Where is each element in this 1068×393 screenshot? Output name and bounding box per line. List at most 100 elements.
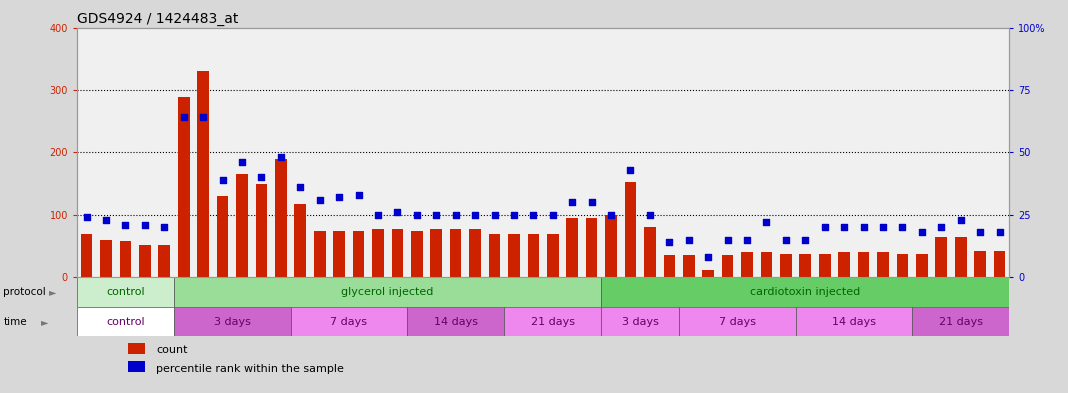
Point <box>331 194 348 200</box>
Bar <box>100 240 112 277</box>
Bar <box>796 307 912 336</box>
Point <box>408 212 425 218</box>
Point <box>680 237 697 243</box>
Bar <box>703 270 714 277</box>
Bar <box>295 204 307 277</box>
Point <box>486 212 503 218</box>
Point <box>253 174 270 180</box>
Text: percentile rank within the sample: percentile rank within the sample <box>156 364 344 374</box>
Bar <box>236 174 248 277</box>
Bar <box>489 233 500 277</box>
Bar <box>679 307 796 336</box>
Bar <box>606 215 617 277</box>
Text: ►: ► <box>41 317 48 327</box>
Bar <box>780 253 791 277</box>
Point <box>797 237 814 243</box>
Point <box>370 212 387 218</box>
Bar <box>644 228 656 277</box>
Bar <box>255 184 267 277</box>
Text: 7 days: 7 days <box>719 317 756 327</box>
Bar <box>77 277 174 307</box>
Point <box>758 219 775 226</box>
Bar <box>314 231 326 277</box>
Point <box>175 114 192 121</box>
Bar <box>936 237 947 277</box>
Bar <box>174 277 601 307</box>
Point <box>913 229 930 235</box>
Bar <box>838 252 850 277</box>
Bar <box>128 361 145 373</box>
Point <box>156 224 173 231</box>
Bar <box>290 307 407 336</box>
Point <box>78 214 95 220</box>
Point <box>835 224 852 231</box>
Text: ►: ► <box>49 287 57 297</box>
Bar <box>198 71 209 277</box>
Bar <box>508 233 520 277</box>
Point <box>505 212 522 218</box>
Text: 14 days: 14 days <box>832 317 876 327</box>
Bar <box>916 253 928 277</box>
Text: cardiotoxin injected: cardiotoxin injected <box>750 287 861 297</box>
Bar <box>372 229 383 277</box>
Point <box>292 184 309 191</box>
Bar <box>174 307 290 336</box>
Point <box>137 222 154 228</box>
Bar <box>547 233 559 277</box>
Bar <box>120 241 131 277</box>
Bar <box>158 245 170 277</box>
Point <box>311 197 328 203</box>
Bar <box>682 255 694 277</box>
Bar <box>663 255 675 277</box>
Point <box>545 212 562 218</box>
Point <box>894 224 911 231</box>
Text: GDS4924 / 1424483_at: GDS4924 / 1424483_at <box>77 13 238 26</box>
Point <box>738 237 755 243</box>
Point <box>991 229 1008 235</box>
Text: 3 days: 3 days <box>622 317 659 327</box>
Bar <box>601 307 679 336</box>
Bar <box>858 252 869 277</box>
Bar <box>586 218 597 277</box>
Bar <box>81 233 93 277</box>
Point <box>816 224 833 231</box>
Text: time: time <box>3 317 27 327</box>
Point <box>972 229 989 235</box>
Point <box>467 212 484 218</box>
Bar <box>566 218 578 277</box>
Point <box>719 237 736 243</box>
Text: 3 days: 3 days <box>214 317 251 327</box>
Bar <box>760 252 772 277</box>
Bar <box>877 252 889 277</box>
Point <box>875 224 892 231</box>
Point <box>447 212 465 218</box>
Point <box>642 212 659 218</box>
Bar <box>819 253 831 277</box>
Point <box>116 222 134 228</box>
Point <box>97 217 114 223</box>
Point <box>194 114 211 121</box>
Text: 21 days: 21 days <box>531 317 575 327</box>
Text: 7 days: 7 days <box>330 317 367 327</box>
Bar <box>955 237 967 277</box>
Point <box>622 167 639 173</box>
Bar <box>128 343 145 354</box>
Point <box>602 212 619 218</box>
Bar <box>469 229 481 277</box>
Bar <box>411 231 423 277</box>
Point <box>350 192 367 198</box>
Bar <box>993 251 1005 277</box>
Bar <box>77 307 174 336</box>
Bar <box>601 277 1009 307</box>
Point <box>778 237 795 243</box>
Point <box>564 199 581 206</box>
Point <box>524 212 541 218</box>
Bar <box>139 245 151 277</box>
Bar <box>897 253 908 277</box>
Bar <box>407 307 504 336</box>
Bar <box>430 229 442 277</box>
Bar <box>974 251 986 277</box>
Text: 14 days: 14 days <box>434 317 477 327</box>
Point <box>855 224 873 231</box>
Bar <box>741 252 753 277</box>
